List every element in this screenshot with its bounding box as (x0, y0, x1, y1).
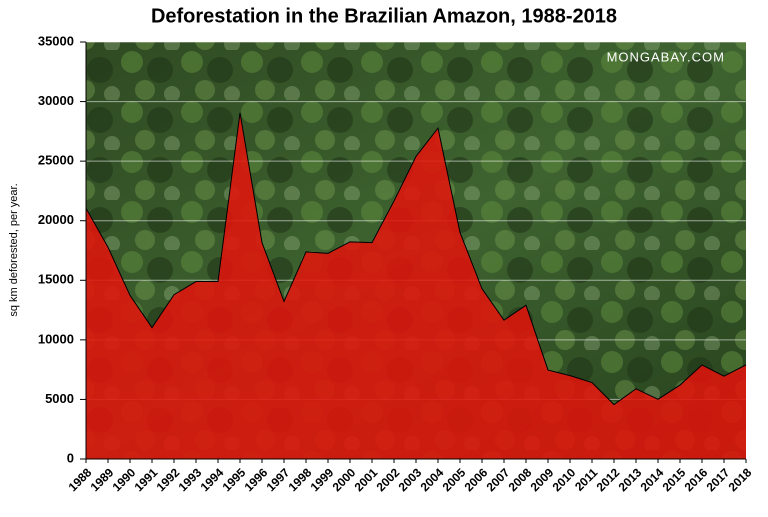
y-tick-label: 30000 (38, 93, 74, 108)
x-tick-label: 2001 (352, 465, 381, 494)
x-tick-label: 2007 (484, 465, 513, 494)
x-tick-label: 2003 (396, 465, 425, 494)
x-tick-label: 1990 (110, 465, 139, 494)
x-tick-label: 1989 (88, 465, 117, 494)
x-tick-label: 2004 (418, 465, 447, 494)
area (86, 112, 746, 459)
x-tick-label: 1997 (264, 465, 293, 494)
x-tick-label: 2005 (440, 465, 469, 494)
x-tick-label: 2006 (462, 465, 491, 494)
x-tick-label: 2010 (550, 465, 579, 494)
x-tick-label: 1991 (132, 465, 161, 494)
y-axis-label: sq km deforested, per year. (8, 183, 20, 316)
x-tick-label: 1996 (242, 465, 271, 494)
x-tick-label: 2014 (638, 465, 667, 494)
x-tick-label: 2016 (682, 465, 711, 494)
watermark: MONGABAY.COM (607, 49, 725, 64)
x-tick-label: 2013 (616, 465, 645, 494)
x-tick-label: 1999 (308, 465, 337, 494)
x-tick-label: 2000 (330, 465, 359, 494)
y-tick-label: 25000 (38, 153, 74, 168)
x-tick-label: 1995 (220, 465, 249, 494)
area-outline (85, 112, 747, 406)
y-tick-label: 20000 (38, 212, 74, 227)
x-tick-label: 2018 (726, 465, 755, 494)
x-tick-label: 1992 (154, 465, 183, 494)
x-tick-label: 2008 (506, 465, 535, 494)
x-tick-label: 2015 (660, 465, 689, 494)
x-tick-label: 2009 (528, 465, 557, 494)
x-tick-label: 2017 (704, 465, 733, 494)
chart-title: Deforestation in the Brazilian Amazon, 1… (151, 5, 617, 27)
y-tick-label: 35000 (38, 33, 74, 48)
x-tick-label: 1998 (286, 465, 315, 494)
y-tick-label: 10000 (38, 331, 74, 346)
x-tick-label: 1993 (176, 465, 205, 494)
x-tick-label: 1994 (198, 465, 227, 494)
y-tick-label: 5000 (45, 391, 74, 406)
x-tick-label: 2002 (374, 465, 403, 494)
y-tick-label: 15000 (38, 272, 74, 287)
x-tick-label: 1988 (66, 465, 95, 494)
x-tick-label: 2011 (572, 465, 601, 494)
y-tick-label: 0 (67, 450, 74, 465)
x-tick-label: 2012 (594, 465, 623, 494)
